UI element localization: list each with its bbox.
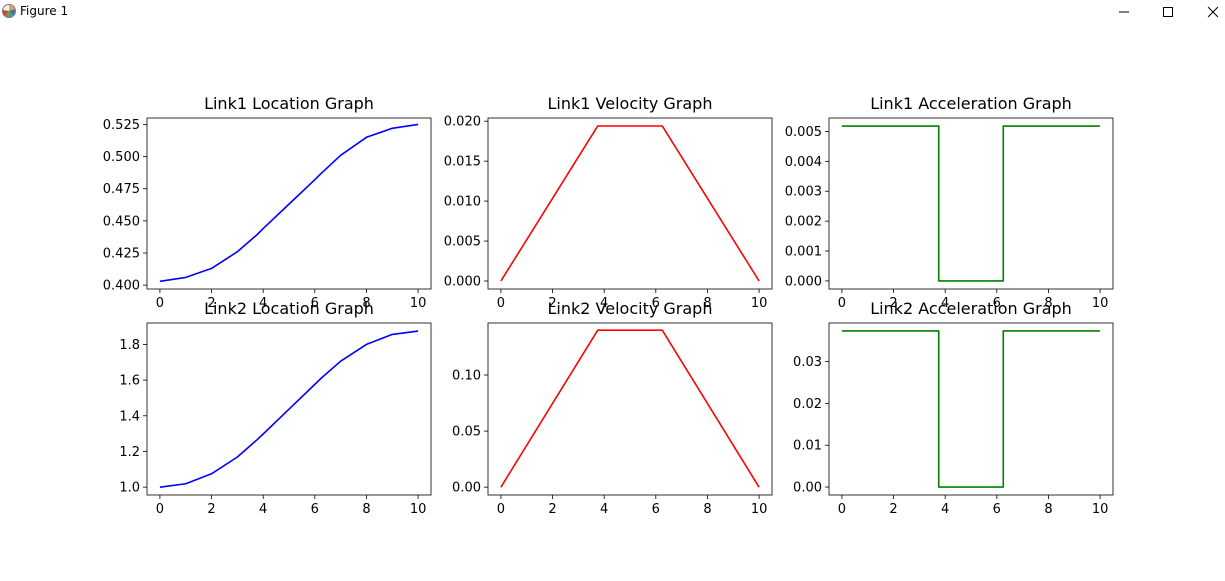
y-tick-label: 0.02 — [793, 397, 822, 412]
axes-frame — [487, 117, 773, 290]
x-tick-label: 4 — [600, 296, 608, 311]
axes-frame — [487, 322, 773, 496]
series-line-2 — [500, 125, 760, 282]
subplot-4: 0 2 4 6 8 10 1.0 1.2 1.4 1.6 1.8 Link2 Location Gra… — [119, 299, 432, 517]
x-tick-label: 0 — [838, 502, 846, 517]
x-tick-label: 6 — [652, 502, 660, 517]
y-tick-label: 0.003 — [785, 185, 822, 200]
y-tick-label: 0.05 — [452, 425, 481, 440]
axes-frame — [828, 117, 1114, 290]
window-titlebar: Figure 1 — [0, 0, 1225, 24]
chart-title: Link2 Acceleration Graph — [870, 299, 1072, 318]
x-tick-label: 8 — [703, 502, 711, 517]
y-tick-label: 1.0 — [119, 481, 140, 496]
x-tick-label: 4 — [941, 502, 949, 517]
x-tick-label: 6 — [311, 502, 319, 517]
y-tick-label: 0.015 — [444, 155, 481, 170]
x-tick-label: 4 — [941, 296, 949, 311]
y-tick-label: 1.8 — [119, 338, 140, 353]
y-tick-label: 0.002 — [785, 215, 822, 230]
x-tick-label: 4 — [600, 502, 608, 517]
axes-frame — [146, 117, 432, 290]
subplot-2: 0 2 4 6 8 10 0.000 0.005 0.010 0.015 0.020 Link1 Ve… — [444, 94, 773, 311]
series-line-1 — [159, 123, 419, 283]
axes-frame — [146, 322, 432, 496]
close-button[interactable] — [1193, 0, 1225, 24]
x-tick-label: 2 — [548, 296, 556, 311]
x-tick-label: 8 — [362, 296, 370, 311]
x-tick-label: 10 — [410, 296, 427, 311]
series-line-4 — [159, 330, 419, 488]
subplot-6: 0 2 4 6 8 10 0.00 0.01 0.02 0.03 Link2 Acceleratio… — [793, 299, 1114, 517]
y-tick-label: 0.03 — [793, 355, 822, 370]
x-tick-label: 4 — [259, 502, 267, 517]
y-tick-label: 0.004 — [785, 155, 822, 170]
x-tick-label: 10 — [751, 502, 768, 517]
close-icon — [1207, 6, 1219, 18]
y-tick-label: 0.000 — [785, 274, 822, 289]
y-tick-label: 0.01 — [793, 439, 822, 454]
y-tick-label: 0.010 — [444, 195, 481, 210]
x-tick-label: 0 — [497, 296, 505, 311]
y-tick-label: 0.475 — [103, 182, 140, 197]
x-tick-label: 6 — [311, 296, 319, 311]
x-tick-label: 8 — [362, 502, 370, 517]
y-tick-label: 0.10 — [452, 369, 481, 384]
maximize-button[interactable] — [1148, 0, 1188, 24]
x-tick-label: 6 — [652, 296, 660, 311]
matplotlib-icon — [2, 4, 16, 18]
x-tick-label: 6 — [993, 296, 1001, 311]
x-tick-label: 10 — [1092, 296, 1109, 311]
x-tick-label: 8 — [1044, 296, 1052, 311]
chart-title: Link1 Location Graph — [204, 94, 374, 113]
y-tick-label: 0.005 — [785, 125, 822, 140]
x-tick-label: 4 — [259, 296, 267, 311]
window-title: Figure 1 — [20, 4, 69, 18]
y-tick-label: 1.6 — [119, 374, 140, 389]
x-tick-label: 0 — [497, 502, 505, 517]
subplot-3: 0 2 4 6 8 10 0.000 0.001 0.002 0.003 0.004 0.005 Lin… — [785, 94, 1114, 311]
y-tick-label: 0.400 — [103, 279, 140, 294]
y-tick-label: 0.500 — [103, 150, 140, 165]
y-tick-label: 0.450 — [103, 214, 140, 229]
x-tick-label: 0 — [838, 296, 846, 311]
chart-title: Link2 Velocity Graph — [548, 299, 713, 318]
x-tick-label: 10 — [751, 296, 768, 311]
chart-title: Link2 Location Graph — [204, 299, 374, 318]
axes-frame — [828, 322, 1114, 496]
x-tick-label: 6 — [993, 502, 1001, 517]
y-tick-label: 0.00 — [452, 481, 481, 496]
x-tick-label: 2 — [548, 502, 556, 517]
y-tick-label: 1.2 — [119, 445, 140, 460]
chart-title: Link1 Velocity Graph — [548, 94, 713, 113]
series-line-6 — [841, 330, 1101, 488]
y-tick-label: 0.020 — [444, 115, 481, 130]
x-tick-label: 8 — [1044, 502, 1052, 517]
y-tick-label: 1.4 — [119, 409, 140, 424]
x-tick-label: 8 — [703, 296, 711, 311]
y-tick-label: 0.001 — [785, 245, 822, 260]
x-tick-label: 10 — [410, 502, 427, 517]
x-tick-label: 0 — [156, 502, 164, 517]
x-tick-label: 2 — [889, 502, 897, 517]
subplot-5: 0 2 4 6 8 10 0.00 0.05 0.10 Link2 Velocity Graph — [452, 299, 773, 517]
x-tick-label: 2 — [207, 502, 215, 517]
y-tick-label: 0.00 — [793, 481, 822, 496]
subplot-1: 0 2 4 6 8 10 0.400 0.425 0.450 0.475 0.500 0.525 Lin… — [103, 94, 432, 311]
y-tick-label: 0.525 — [103, 118, 140, 133]
x-tick-label: 2 — [207, 296, 215, 311]
x-tick-label: 0 — [156, 296, 164, 311]
series-line-5 — [500, 329, 760, 488]
y-tick-label: 0.425 — [103, 247, 140, 262]
x-tick-label: 10 — [1092, 502, 1109, 517]
y-tick-label: 0.000 — [444, 275, 481, 290]
series-line-3 — [841, 125, 1101, 282]
minimize-button[interactable] — [1104, 0, 1144, 24]
chart-title: Link1 Acceleration Graph — [870, 94, 1072, 113]
x-tick-label: 2 — [889, 296, 897, 311]
y-tick-label: 0.005 — [444, 235, 481, 250]
maximize-icon — [1163, 7, 1173, 17]
minimize-icon — [1119, 11, 1129, 13]
